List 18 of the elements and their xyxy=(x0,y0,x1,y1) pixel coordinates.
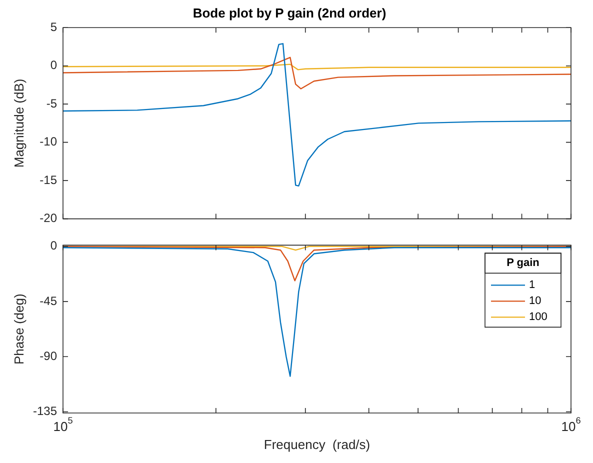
y-tick-label: -15 xyxy=(40,172,58,187)
y-tick-label: -45 xyxy=(40,294,58,308)
legend-title: P gain xyxy=(506,257,540,270)
legend-label: 10 xyxy=(529,295,542,308)
y-axis-title: Magnitude (dB) xyxy=(11,78,26,168)
y-tick-label: -10 xyxy=(40,134,58,149)
legend-label: 100 xyxy=(529,311,548,324)
y-tick-label: 0 xyxy=(50,238,58,253)
y-tick-label: 5 xyxy=(50,20,58,34)
y-tick-label: -135 xyxy=(32,404,58,418)
y-tick-label: -20 xyxy=(40,211,58,226)
x-axis-title: Frequency (rad/s) xyxy=(264,436,370,452)
legend-label: 1 xyxy=(529,279,536,292)
y-tick-label: -90 xyxy=(40,348,58,363)
y-tick-label: -5 xyxy=(46,96,58,110)
y-axis-title: Phase (deg) xyxy=(11,294,26,365)
chart-title: Bode plot by P gain (2nd order) xyxy=(192,5,386,20)
y-tick-label: 0 xyxy=(50,58,58,72)
